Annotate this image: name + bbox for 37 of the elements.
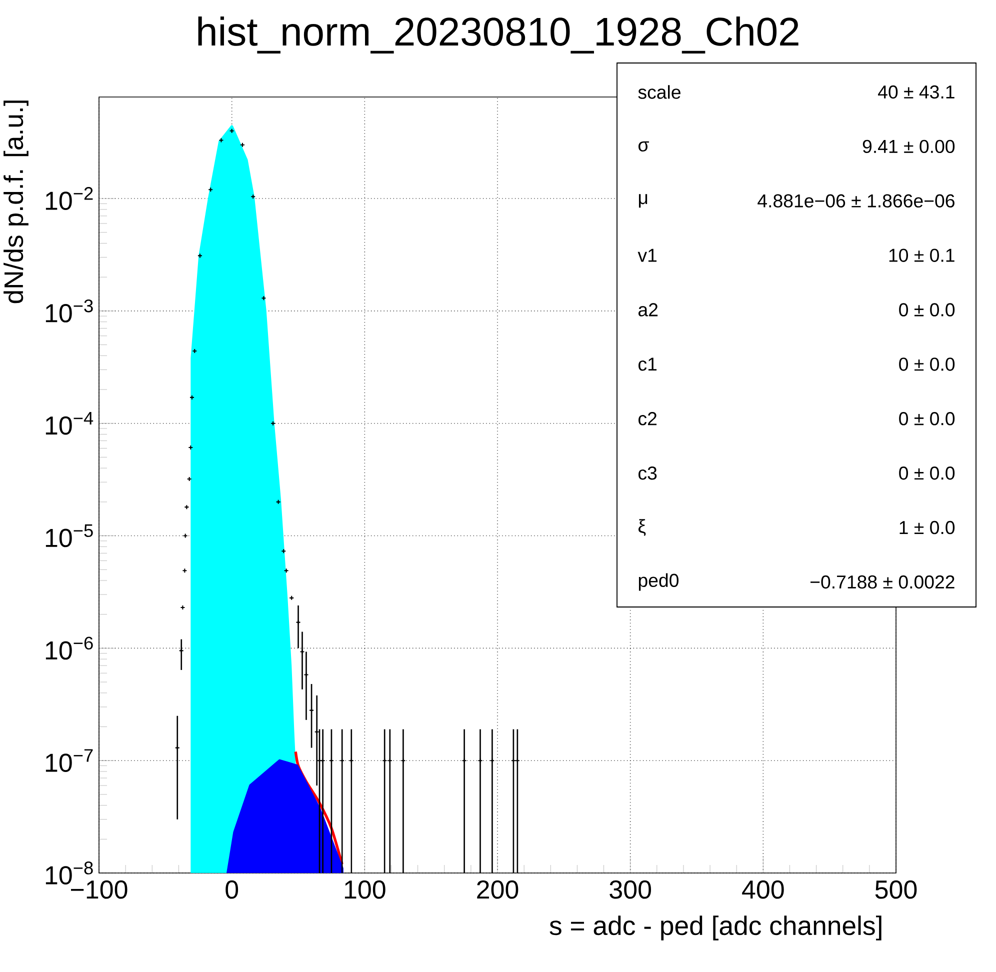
y-axis-title: dN/ds p.d.f. [a.u.]: [4, 100, 28, 304]
annotation: ξ: [638, 519, 646, 536]
point: [182, 533, 188, 538]
annotation: c1: [638, 358, 657, 371]
x-tick-label: 200: [477, 880, 518, 899]
text: 0 ± 0.0: [899, 303, 955, 316]
point: [218, 138, 224, 143]
annotation: 4.881e−06 ± 1.866e−06: [758, 194, 954, 208]
y-tick-label: 10$^{−3}$: [46, 299, 93, 322]
text: 0 ± 0.0: [899, 412, 955, 426]
annotation: −0.7188 ± 0.0022: [810, 575, 954, 589]
annotation: a2: [638, 303, 658, 316]
annotation: σ: [638, 141, 649, 152]
y-tick-label: 10$^{−6}$: [46, 636, 93, 660]
annotation: 40 ± 43.1: [878, 85, 954, 99]
annotation: μ: [638, 194, 648, 208]
text: 0 ± 0.0: [899, 466, 955, 480]
annotation: 9.41 ± 0.00: [862, 140, 955, 154]
annotation: v1: [638, 248, 657, 262]
annotation: scale: [638, 85, 680, 99]
x-axis-title: s = adc - ped [adc channels]: [550, 916, 882, 940]
x-tick-label: 400: [742, 880, 784, 899]
annotation: 10 ± 0.1: [889, 248, 954, 262]
text: 1 ± 0.0: [900, 520, 955, 534]
text: 0 ± 0.0: [899, 358, 955, 371]
chart-title: hist_norm_20230810_1928_Ch02: [198, 16, 798, 54]
x-tick-label: 300: [610, 880, 652, 899]
x-tick-label: 0: [226, 880, 238, 899]
annotation: ped0: [638, 573, 679, 591]
y-tick-label: 10$^{−4}$: [46, 412, 94, 435]
x-tick-label: 500: [875, 880, 917, 899]
annotation: c2: [638, 412, 657, 426]
x-tick-label: 100: [344, 880, 386, 899]
y-tick-label: 10$^{−2}$: [46, 187, 93, 210]
y-tick-label: 10$^{−5}$: [46, 524, 93, 548]
y-tick-label: 10$^{−7}$: [46, 749, 93, 772]
annotation: c3: [638, 466, 657, 480]
